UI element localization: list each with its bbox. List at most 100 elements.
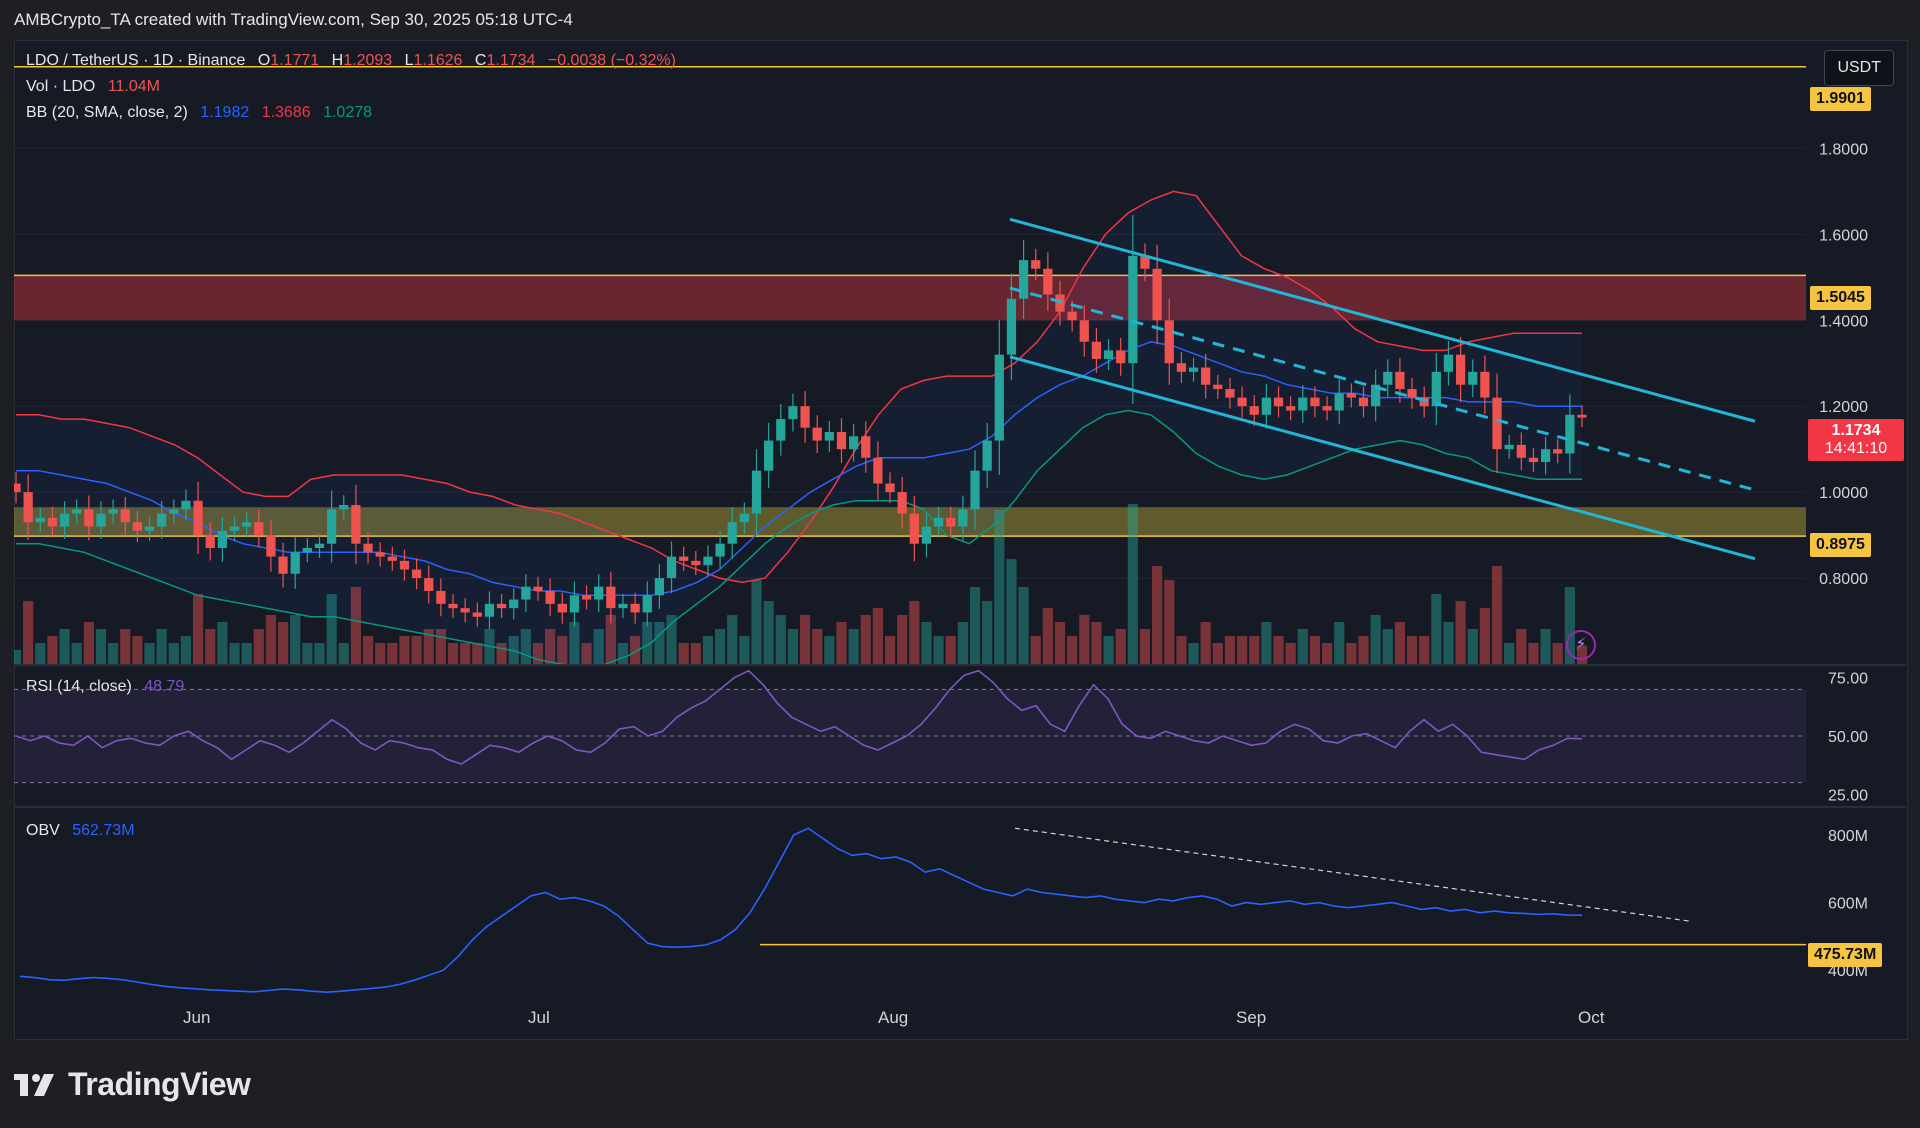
candle-body	[1273, 397, 1284, 407]
volume-bar	[557, 636, 568, 664]
price-pane	[14, 65, 1806, 664]
candle-body	[1419, 397, 1429, 407]
volume-bar	[253, 629, 264, 664]
candle-body	[764, 440, 774, 471]
legend-symbol-row[interactable]: LDO / TetherUS · 1D · Binance O1.1771 H1…	[26, 52, 684, 70]
volume-bar	[727, 615, 738, 664]
candle-body	[1358, 397, 1369, 407]
volume-bar	[23, 601, 34, 664]
volume-bar	[1224, 636, 1236, 664]
candle-body	[278, 556, 288, 574]
candle-body	[654, 578, 665, 596]
volume-bar	[666, 615, 677, 664]
price-axis-tick: 1.8000	[1819, 141, 1868, 158]
candle-body	[1286, 406, 1296, 411]
volume-bar	[1091, 622, 1102, 664]
volume-bar	[108, 643, 119, 664]
rsi-pane	[14, 669, 1806, 784]
candle-body	[606, 586, 616, 609]
candle-body	[314, 543, 325, 548]
volume-bar	[569, 622, 580, 664]
legend-rsi-row[interactable]: RSI (14, close) 48.79	[26, 678, 192, 696]
volume-bar	[654, 622, 665, 664]
volume-bar	[1164, 580, 1175, 664]
volume-bar	[909, 601, 920, 664]
candle-body	[715, 543, 725, 557]
volume-bar	[1103, 636, 1114, 664]
price-tag-top-line: 1.9901	[1810, 87, 1871, 111]
candle-body	[1225, 389, 1235, 398]
candle-body	[229, 526, 240, 531]
candle-body	[1480, 371, 1490, 398]
rsi-line	[15, 669, 1583, 765]
ohlc-open: 1.1771	[270, 52, 320, 69]
volume-bar	[897, 615, 908, 664]
volume-bar	[1479, 608, 1490, 664]
volume-bar	[714, 629, 726, 664]
x-tick-jul: Jul	[528, 1008, 550, 1027]
candle-body	[1492, 397, 1502, 450]
volume-bar	[763, 601, 774, 664]
candle-body	[1261, 397, 1271, 415]
legend-bb-basis: 1.1982	[200, 104, 250, 121]
candle-body	[739, 513, 749, 523]
legend-obv-row[interactable]: OBV 562.73M	[26, 822, 143, 840]
volume-bar	[1200, 622, 1211, 664]
rsi-axis-tick: 50.00	[1828, 729, 1868, 746]
candle-body	[545, 590, 555, 604]
candle-body	[1091, 341, 1102, 359]
candle-body	[1116, 350, 1126, 364]
volume-bar	[1346, 643, 1357, 664]
volume-bar	[1273, 636, 1284, 664]
lightning-alert-icon[interactable]: ⚡	[1566, 630, 1596, 660]
candle-body	[375, 552, 385, 557]
legend-volume-value: 11.04M	[107, 78, 160, 95]
legend-bb-row[interactable]: BB (20, SMA, close, 2) 1.1982 1.3686 1.0…	[26, 104, 380, 122]
candle-body	[812, 427, 822, 441]
tradingview-logo[interactable]: TradingView	[14, 1066, 251, 1103]
volume-bar	[1067, 636, 1078, 664]
candle-body	[1577, 414, 1587, 418]
candle-body	[327, 509, 337, 544]
volume-bar	[362, 636, 374, 664]
volume-bar	[642, 622, 653, 664]
volume-bar	[1358, 636, 1369, 664]
candle-body	[1553, 449, 1563, 454]
volume-bar	[1540, 629, 1551, 664]
candle-body	[1455, 354, 1466, 385]
candle-body	[1431, 371, 1441, 407]
x-tick-oct: Oct	[1578, 1008, 1605, 1027]
candle-body	[751, 470, 762, 514]
volume-bar	[532, 643, 544, 664]
legend-rsi-label: RSI (14, close)	[26, 678, 132, 695]
candle-body	[96, 513, 106, 527]
candle-body	[1565, 414, 1575, 454]
volume-bar	[1491, 566, 1503, 664]
candle-body	[909, 513, 919, 544]
volume-bar	[205, 629, 216, 664]
volume-bar	[1309, 636, 1321, 664]
candle-body	[254, 522, 264, 536]
price-axis-tick: 1.0000	[1819, 485, 1868, 502]
currency-button[interactable]: USDT	[1824, 50, 1894, 86]
volume-bar	[277, 622, 289, 664]
candle-body	[205, 535, 215, 548]
volume-bar	[180, 636, 192, 664]
volume-bar	[472, 643, 483, 664]
volume-bar	[1127, 504, 1138, 664]
candle-body	[703, 556, 713, 566]
legend-volume-row[interactable]: Vol · LDO 11.04M	[26, 78, 168, 96]
volume-bar	[338, 643, 349, 664]
obv-axis-tick: 400M	[1828, 963, 1868, 980]
candle-body	[727, 522, 737, 544]
candle-body	[399, 560, 410, 570]
volume-bar	[132, 636, 143, 664]
candle-body	[1152, 268, 1162, 321]
volume-bar	[1431, 594, 1442, 664]
candle-body	[618, 603, 628, 609]
volume-bar	[144, 643, 155, 664]
volume-bar	[1006, 559, 1017, 664]
candle-body	[47, 517, 58, 527]
candle-body	[849, 436, 859, 450]
